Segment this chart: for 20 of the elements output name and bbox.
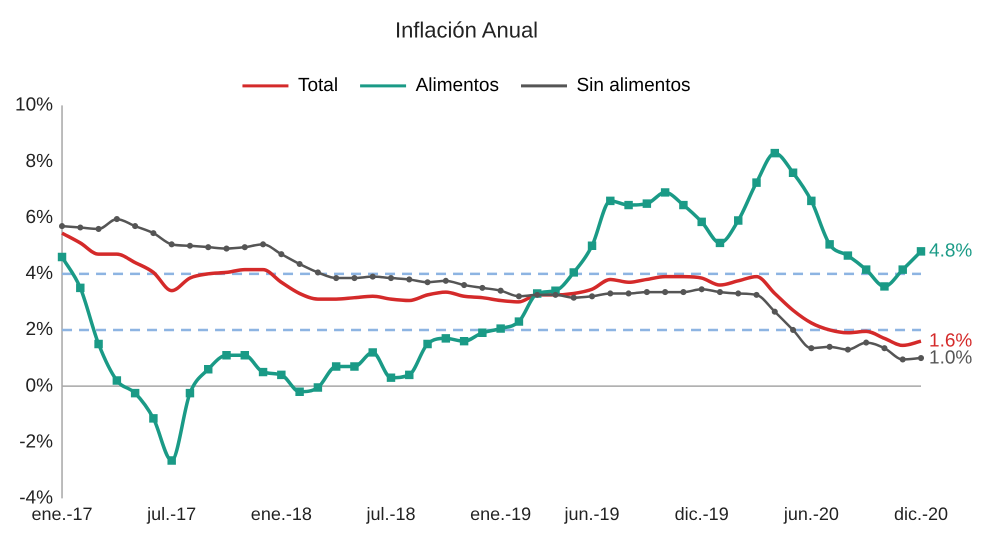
x-tick-label: dic.-20 — [894, 504, 948, 524]
y-tick-label: 8% — [26, 150, 54, 172]
y-tick-label: 0% — [26, 375, 54, 396]
y-tick-label: 10% — [14, 94, 54, 116]
x-tick-label: dic.-19 — [674, 504, 729, 524]
y-tick-label: -2% — [19, 431, 54, 452]
x-tick-label: jun.-19 — [564, 504, 620, 524]
annotation: 4.8% — [929, 240, 972, 262]
x-tick-label: ene.-18 — [250, 504, 312, 524]
x-tick-label: jun.-20 — [782, 504, 839, 524]
x-tick-label: jul.-18 — [365, 504, 416, 524]
chart-title: Inflación Anual — [394, 17, 538, 42]
y-tick-label: 2% — [26, 319, 54, 340]
legend-label: Sin alimentos — [576, 75, 691, 96]
legend-label: Total — [298, 75, 338, 96]
y-tick-label: 4% — [26, 263, 54, 284]
x-tick-label: jul.-17 — [146, 504, 196, 524]
legend-label: Alimentos — [416, 75, 499, 96]
y-tick-label: 6% — [26, 206, 54, 228]
x-tick-label: ene.-19 — [470, 504, 532, 524]
